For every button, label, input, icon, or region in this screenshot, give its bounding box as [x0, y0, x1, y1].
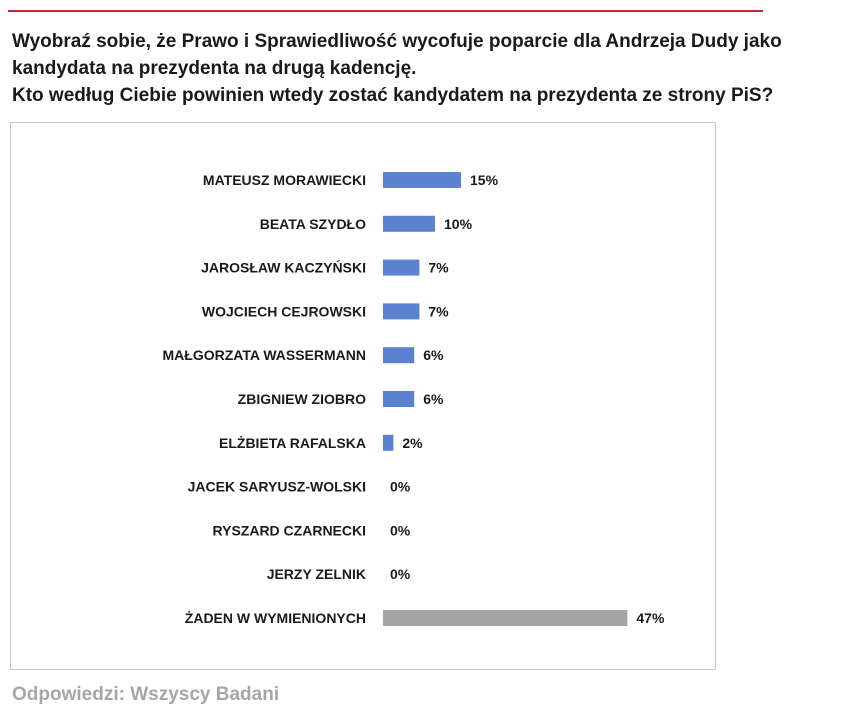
value-label: 15% [470, 172, 499, 188]
bar [383, 172, 461, 188]
category-label: WOJCIECH CEJROWSKI [202, 303, 366, 319]
category-label: MAŁGORZATA WASSERMANN [163, 347, 367, 363]
question-line-2: kandydata na prezydenta na drugą kadencj… [12, 58, 417, 79]
category-label: MATEUSZ MORAWIECKI [203, 172, 366, 188]
category-label: BEATA SZYDŁO [260, 216, 366, 232]
category-label: RYSZARD CZARNECKI [213, 522, 366, 538]
category-label: JERZY ZELNIK [267, 566, 366, 582]
category-label: ZBIGNIEW ZIOBRO [238, 391, 366, 407]
chart-frame [10, 122, 716, 670]
bar [383, 391, 415, 407]
value-label: 2% [402, 435, 423, 451]
bar [383, 259, 420, 276]
bar [383, 434, 394, 451]
value-label: 0% [390, 479, 411, 495]
value-label: 7% [428, 303, 449, 319]
question-line-1: Wyobraź sobie, że Prawo i Sprawiedliwość… [12, 31, 782, 52]
bar [383, 215, 435, 232]
value-label: 0% [390, 522, 411, 538]
category-label: JACEK SARYUSZ-WOLSKI [188, 479, 366, 495]
value-label: 10% [444, 216, 473, 232]
question-line-3: Kto według Ciebie powinien wtedy zostać … [12, 85, 774, 106]
category-label: ŻADEN W WYMIENIONYCH [185, 610, 366, 626]
value-label: 6% [423, 347, 444, 363]
value-label: 0% [390, 566, 411, 582]
value-label: 7% [428, 260, 449, 276]
category-label: JAROSŁAW KACZYŃSKI [201, 260, 366, 276]
top-rule [8, 10, 763, 12]
value-label: 6% [423, 391, 444, 407]
bar [383, 303, 420, 320]
bar [383, 610, 628, 626]
bar [383, 347, 415, 364]
value-label: 47% [636, 610, 665, 626]
footer-note: Odpowiedzi: Wszyscy Badani [12, 684, 280, 705]
question-text: Wyobraź sobie, że Prawo i Sprawiedliwość… [12, 28, 832, 109]
category-label: ELŻBIETA RAFALSKA [219, 435, 366, 451]
